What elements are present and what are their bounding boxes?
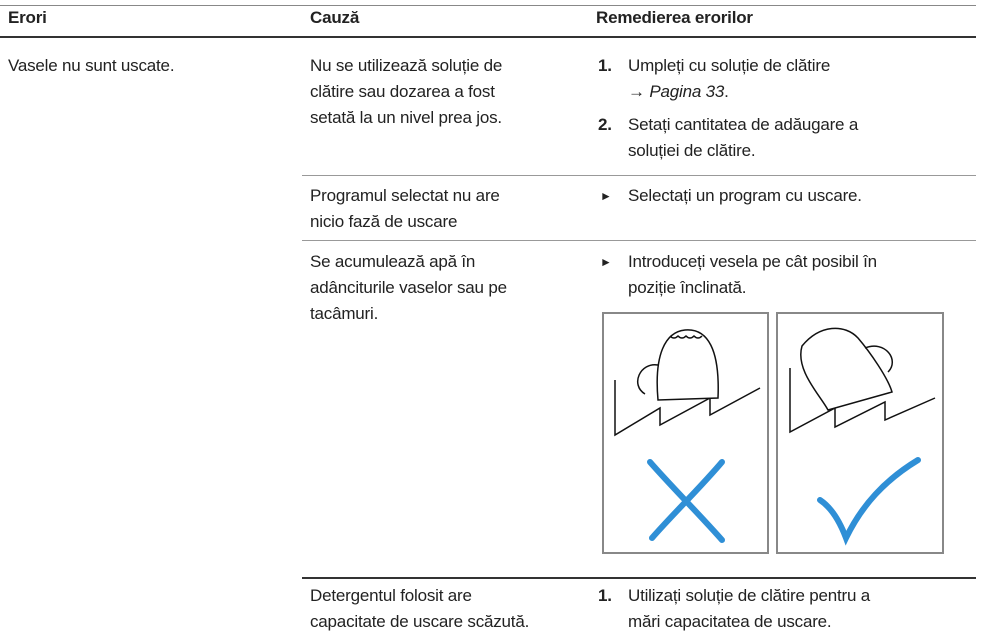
- step-line: mări capacitatea de uscare.: [628, 612, 832, 631]
- step-line: Setați cantitatea de adăugare a: [628, 115, 859, 134]
- cause-line: setată la un nivel prea jos.: [310, 108, 502, 127]
- header-cell: Remedierea erorilor: [596, 8, 753, 27]
- cause-line: Nu se utilizează soluție de: [310, 56, 503, 75]
- error-cell: Vasele nu sunt uscate.: [8, 56, 175, 75]
- cause-line: Se acumulează apă în: [310, 252, 476, 271]
- row-rule: [302, 240, 976, 241]
- step-marker: 1.: [598, 56, 612, 75]
- row-rule: [302, 175, 976, 176]
- reference-end: .: [724, 82, 729, 101]
- cause-line: capacitate de uscare scăzută.: [310, 612, 530, 631]
- header-cell: Erori: [8, 8, 47, 27]
- step-line: soluției de clătire.: [628, 141, 756, 160]
- step-marker: ►: [600, 189, 612, 203]
- step-marker: 2.: [598, 115, 612, 134]
- cause-line: nicio fază de uscare: [310, 212, 458, 231]
- top-rule: [0, 5, 976, 6]
- row-rule: [302, 577, 976, 579]
- step-marker: ►: [600, 255, 612, 269]
- cause-line: clătire sau dozarea a fost: [310, 82, 495, 101]
- step-line: Umpleți cu soluție de clătire: [628, 56, 831, 75]
- cause-line: Programul selectat nu are: [310, 186, 500, 205]
- illustration: [602, 312, 944, 554]
- header-rule: [0, 36, 976, 38]
- cause-line: Detergentul folosit are: [310, 586, 472, 605]
- cause-line: adânciturile vaselor sau pe: [310, 278, 507, 297]
- reference-arrow: →: [628, 82, 645, 101]
- step-line: poziție înclinată.: [628, 278, 747, 297]
- step-line: Introduceți vesela pe cât posibil în: [628, 252, 877, 271]
- cause-line: tacâmuri.: [310, 304, 379, 323]
- header-cell: Cauză: [310, 8, 360, 27]
- step-reference: → Pagina 33.: [628, 79, 729, 105]
- step-line: Selectați un program cu uscare.: [628, 186, 862, 205]
- step-marker: 1.: [598, 586, 612, 605]
- reference-page: Pagina 33: [649, 82, 725, 101]
- step-line: Utilizați soluție de clătire pentru a: [628, 586, 871, 605]
